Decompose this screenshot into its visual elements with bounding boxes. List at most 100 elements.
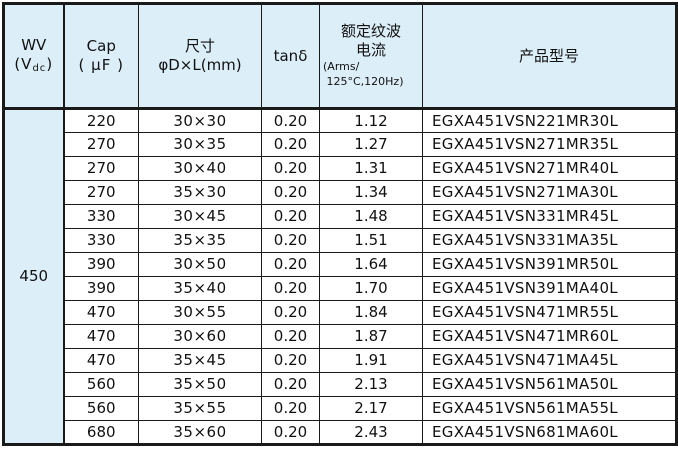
header-wv-title: WV: [21, 36, 47, 55]
cell-model: EGXA451VSN561MA55L: [422, 396, 677, 421]
cell-ripple: 2.43: [319, 420, 423, 445]
cell-tan-delta: 0.20: [261, 276, 320, 301]
wv-value-cell: 450: [3, 108, 65, 445]
header-model-title: 产品型号: [518, 46, 579, 65]
header-ripple-unit-2: 125°C,120Hz): [323, 74, 404, 88]
cell-cap: 330: [63, 228, 139, 253]
cell-cap: 220: [63, 108, 139, 133]
table-row: 270 30×35 0.20 1.27 EGXA451VSN271MR35L: [4, 132, 677, 157]
table-row: 390 30×50 0.20 1.64 EGXA451VSN391MR50L: [4, 252, 677, 277]
cell-size: 30×60: [138, 324, 262, 349]
cell-size: 30×50: [138, 252, 262, 277]
header-tan-delta-title: tanδ: [273, 46, 308, 65]
cell-ripple: 1.34: [319, 180, 423, 205]
cell-model: EGXA451VSN471MR55L: [422, 300, 677, 325]
cell-ripple: 2.13: [319, 372, 423, 397]
cell-size: 35×35: [138, 228, 262, 253]
cell-model: EGXA451VSN391MR50L: [422, 252, 677, 277]
header-size-unit: φD×L(mm): [158, 56, 242, 74]
cell-size: 35×50: [138, 372, 262, 397]
header-model: 产品型号: [422, 3, 677, 110]
cell-ripple: 1.48: [319, 204, 423, 229]
table-row: 470 35×45 0.20 1.91 EGXA451VSN471MA45L: [4, 348, 677, 373]
cell-cap: 390: [63, 276, 139, 301]
table-body: 450 220 30×30 0.20 1.12 EGXA451VSN221MR30L 270…: [3, 108, 677, 445]
cell-ripple: 1.87: [319, 324, 423, 349]
cell-size: 35×40: [138, 276, 262, 301]
cell-tan-delta: 0.20: [261, 132, 320, 157]
header-wv-unit: (Vdc): [14, 55, 54, 75]
cell-cap: 390: [63, 252, 139, 277]
cell-size: 30×30: [138, 108, 262, 133]
cell-cap: 330: [63, 204, 139, 229]
cell-model: EGXA451VSN271MR35L: [422, 132, 677, 157]
cell-tan-delta: 0.20: [261, 204, 320, 229]
cell-cap: 470: [63, 348, 139, 373]
cell-cap: 270: [63, 180, 139, 205]
cell-cap: 270: [63, 156, 139, 181]
cell-ripple: 1.91: [319, 348, 423, 373]
cell-tan-delta: 0.20: [261, 300, 320, 325]
cell-size: 35×45: [138, 348, 262, 373]
table-row: 330 30×45 0.20 1.48 EGXA451VSN331MR45L: [4, 204, 677, 229]
cell-model: EGXA451VSN561MA50L: [422, 372, 677, 397]
header-wv: WV (Vdc): [3, 3, 65, 110]
cell-ripple: 2.17: [319, 396, 423, 421]
cell-tan-delta: 0.20: [261, 252, 320, 277]
table-row: 390 35×40 0.20 1.70 EGXA451VSN391MA40L: [4, 276, 677, 301]
cell-ripple: 1.12: [319, 108, 423, 133]
header-cap-title: Cap: [86, 37, 116, 56]
table-row: 330 35×35 0.20 1.51 EGXA451VSN331MA35L: [4, 228, 677, 253]
cell-model: EGXA451VSN221MR30L: [422, 108, 677, 133]
cell-cap: 680: [63, 420, 139, 445]
header-cap-unit: ( μF ): [78, 56, 124, 74]
header-tan-delta: tanδ: [261, 3, 320, 110]
cell-ripple: 1.27: [319, 132, 423, 157]
cell-tan-delta: 0.20: [261, 156, 320, 181]
cell-tan-delta: 0.20: [261, 348, 320, 373]
cell-tan-delta: 0.20: [261, 396, 320, 421]
header-size: 尺寸 φD×L(mm): [138, 3, 262, 110]
cell-tan-delta: 0.20: [261, 180, 320, 205]
cell-size: 35×60: [138, 420, 262, 445]
cell-model: EGXA451VSN471MA45L: [422, 348, 677, 373]
cell-model: EGXA451VSN391MA40L: [422, 276, 677, 301]
table-row: 270 35×30 0.20 1.34 EGXA451VSN271MA30L: [4, 180, 677, 205]
cell-model: EGXA451VSN271MA30L: [422, 180, 677, 205]
cell-tan-delta: 0.20: [261, 228, 320, 253]
cell-model: EGXA451VSN681MA60L: [422, 420, 677, 445]
cell-size: 30×55: [138, 300, 262, 325]
cell-cap: 470: [63, 300, 139, 325]
header-ripple: 额定纹波 电流 (Arms/ 125°C,120Hz): [319, 3, 423, 110]
table-row: 680 35×60 0.20 2.43 EGXA451VSN681MA60L: [4, 420, 677, 445]
cell-model: EGXA451VSN271MR40L: [422, 156, 677, 181]
table-row: 450 220 30×30 0.20 1.12 EGXA451VSN221MR30L: [3, 108, 677, 445]
cell-tan-delta: 0.20: [261, 108, 320, 133]
table-row: 470 30×55 0.20 1.84 EGXA451VSN471MR55L: [4, 300, 677, 325]
cell-tan-delta: 0.20: [261, 420, 320, 445]
cell-size: 30×40: [138, 156, 262, 181]
table-row: 470 30×60 0.20 1.87 EGXA451VSN471MR60L: [4, 324, 677, 349]
cell-ripple: 1.70: [319, 276, 423, 301]
header-cap: Cap ( μF ): [63, 3, 139, 110]
cell-cap: 560: [63, 396, 139, 421]
header-ripple-unit-1: (Arms/: [323, 59, 360, 73]
cell-cap: 470: [63, 324, 139, 349]
table-row: 560 35×50 0.20 2.13 EGXA451VSN561MA50L: [4, 372, 677, 397]
header-row: WV (Vdc) Cap ( μF ) 尺寸 φD×L(mm) tanδ 额定纹…: [3, 3, 677, 110]
cell-ripple: 1.51: [319, 228, 423, 253]
cell-size: 35×55: [138, 396, 262, 421]
cell-ripple: 1.84: [319, 300, 423, 325]
cell-cap: 270: [63, 132, 139, 157]
capacitor-spec-table: WV (Vdc) Cap ( μF ) 尺寸 φD×L(mm) tanδ 额定纹…: [2, 2, 678, 446]
cell-tan-delta: 0.20: [261, 324, 320, 349]
header-ripple-title-2: 电流: [355, 41, 386, 60]
table-row: 270 30×40 0.20 1.31 EGXA451VSN271MR40L: [4, 156, 677, 181]
table-row: 560 35×55 0.20 2.17 EGXA451VSN561MA55L: [4, 396, 677, 421]
cell-size: 30×35: [138, 132, 262, 157]
cell-cap: 560: [63, 372, 139, 397]
header-size-title: 尺寸: [184, 37, 215, 56]
cell-tan-delta: 0.20: [261, 372, 320, 397]
cell-model: EGXA451VSN331MA35L: [422, 228, 677, 253]
